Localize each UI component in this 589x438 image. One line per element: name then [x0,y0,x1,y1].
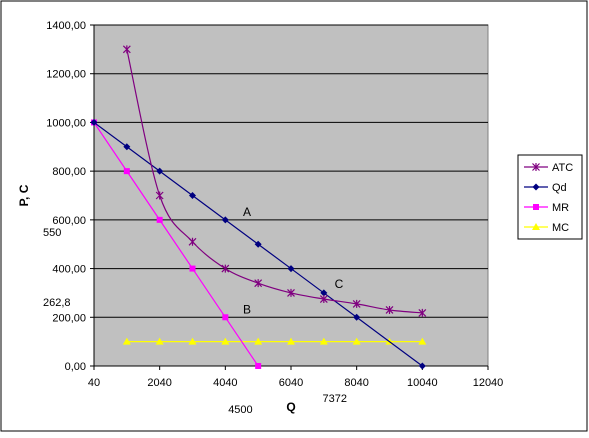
data-point-mr [222,314,229,321]
data-point-mr [255,363,262,369]
annotation-label: A [243,205,251,219]
x-tick-label: 8040 [344,377,368,389]
data-point-atc [221,264,230,273]
legend-label-atc: ATC [552,162,573,174]
data-point-qd [320,289,328,297]
legend-box [517,154,583,240]
data-point-qd [156,167,164,175]
data-point-atc [385,305,394,314]
annotation-label: B [243,303,251,317]
data-point-qd [221,216,229,224]
data-point-mc [221,337,230,345]
data-point-mc [155,337,164,345]
y-tick-label: 800,00 [52,166,86,178]
data-point-atc [319,295,328,304]
series-line-mr [93,122,259,367]
data-point-mc [254,337,263,345]
legend-marker-atc [532,163,540,171]
data-point-mr [189,265,196,272]
legend-marker-qd [532,183,540,191]
y-axis-title: P, C [17,184,31,206]
data-point-atc [122,45,131,54]
data-point-mc [287,337,295,345]
y-tick-label: 200,00 [52,312,86,324]
data-point-atc [418,308,427,317]
legend-marker-mr [533,204,539,210]
data-point-qd [418,362,426,370]
x-tick-label: 10040 [407,377,438,389]
x-tick-label: 12040 [473,377,504,389]
x-tick-label: 6040 [279,377,303,389]
data-point-mc [122,337,131,345]
extra-y-label: 550 [43,227,61,239]
y-tick-label: 1000,00 [46,117,86,129]
y-tick-label: 1400,00 [46,20,86,32]
y-tick-label: 600,00 [52,215,86,227]
y-tick-label: 400,00 [52,264,86,276]
series-line-qd [93,121,423,367]
data-point-mc [418,337,427,345]
data-point-mc [188,337,197,345]
legend-label-mc: MC [552,222,569,234]
data-point-atc [287,288,295,297]
data-point-atc [188,237,197,246]
annotation-label: C [335,277,344,291]
legend-marker-mc [532,223,540,230]
y-tick-label: 1200,00 [46,69,86,81]
x-axis-title: Q [286,400,295,414]
data-point-atc [352,299,361,308]
legend-label-mr: MR [552,202,569,214]
plot-area [93,24,489,367]
data-point-qd [254,240,262,248]
x-tick-label: 2040 [147,377,171,389]
data-point-qd [90,118,98,126]
data-point-qd [353,313,361,321]
extra-y-label: 262,8 [43,297,71,309]
x-tick-label: 40 [88,377,100,389]
data-point-mr [123,168,130,175]
data-point-atc [254,279,263,288]
data-point-atc [155,191,164,200]
extra-x-label: 4500 [228,404,252,416]
legend-label-qd: Qd [552,182,567,194]
data-point-qd [123,143,131,151]
data-point-qd [287,265,295,273]
data-point-qd [189,192,196,199]
y-tick-label: 0,00 [65,361,86,373]
x-tick-label: 4040 [213,377,237,389]
data-point-mc [319,337,328,345]
data-point-mc [352,337,361,345]
data-point-mr [156,216,163,223]
extra-x-label: 7372 [322,393,346,405]
